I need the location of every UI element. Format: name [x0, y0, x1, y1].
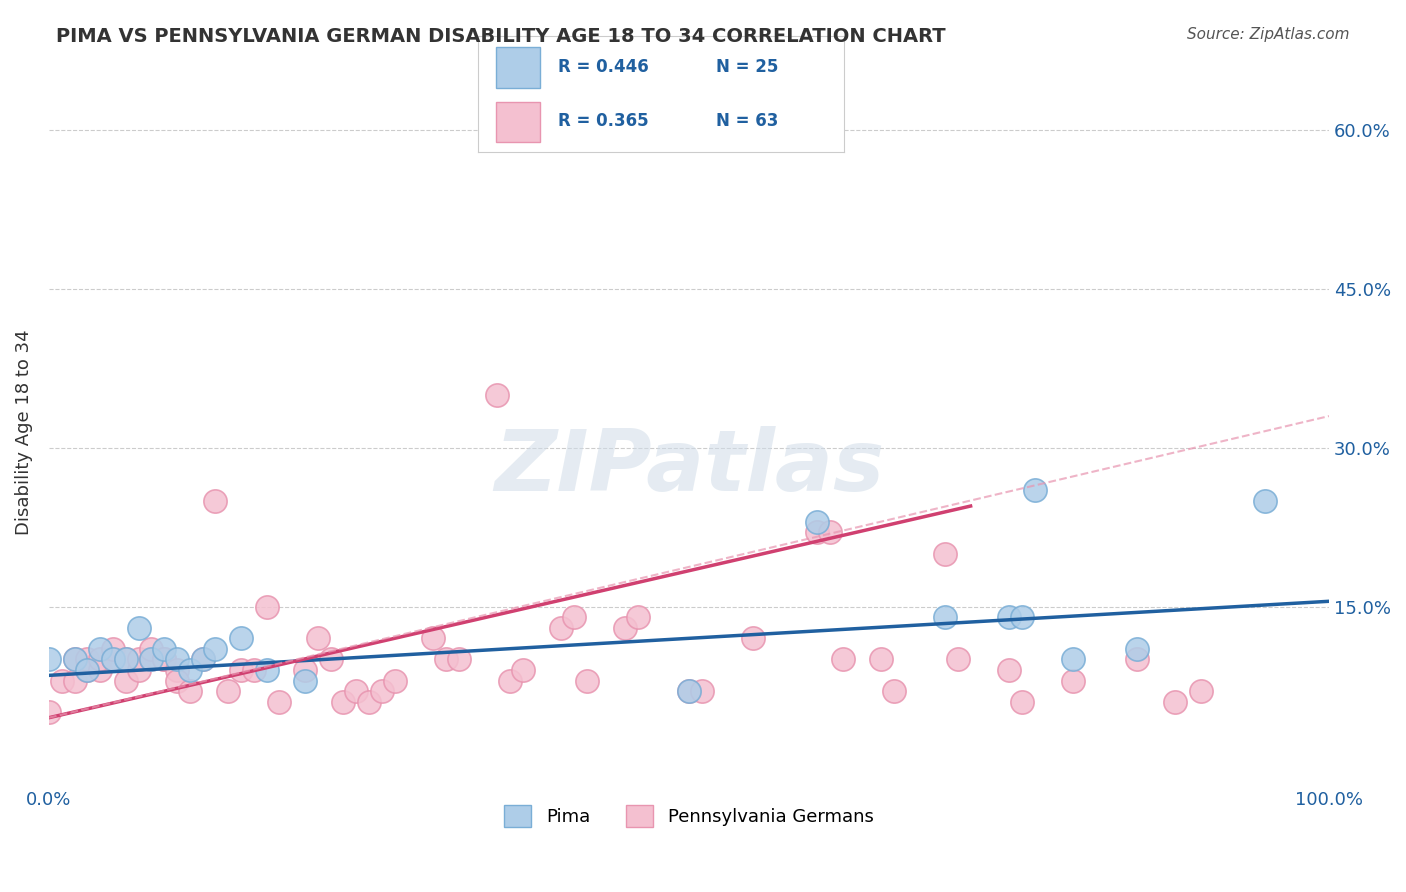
Point: [128, 621, 150, 635]
Point: [179, 663, 201, 677]
Point: [294, 663, 316, 677]
Point: [883, 684, 905, 698]
Point: [307, 632, 329, 646]
Point: [550, 621, 572, 635]
Point: [63, 673, 86, 688]
Point: [166, 663, 188, 677]
Point: [38, 652, 60, 666]
Point: [1011, 695, 1033, 709]
Point: [384, 673, 406, 688]
Point: [256, 663, 278, 677]
Point: [114, 673, 136, 688]
Point: [166, 673, 188, 688]
Point: [678, 684, 700, 698]
Point: [217, 684, 239, 698]
Point: [512, 663, 534, 677]
Point: [76, 663, 98, 677]
Point: [562, 610, 585, 624]
Text: PIMA VS PENNSYLVANIA GERMAN DISABILITY AGE 18 TO 34 CORRELATION CHART: PIMA VS PENNSYLVANIA GERMAN DISABILITY A…: [56, 27, 946, 45]
Point: [128, 652, 150, 666]
Point: [294, 673, 316, 688]
Point: [153, 641, 176, 656]
Point: [357, 695, 380, 709]
Point: [204, 641, 226, 656]
Point: [51, 673, 73, 688]
Point: [1011, 610, 1033, 624]
Point: [76, 652, 98, 666]
Text: R = 0.365: R = 0.365: [558, 112, 650, 130]
Point: [141, 652, 163, 666]
Point: [870, 652, 893, 666]
Point: [1024, 483, 1046, 498]
Point: [179, 684, 201, 698]
Point: [614, 621, 637, 635]
Point: [934, 610, 956, 624]
Bar: [496, 47, 540, 88]
Point: [153, 652, 176, 666]
Point: [1062, 673, 1084, 688]
Text: N = 25: N = 25: [716, 58, 778, 76]
Point: [101, 652, 124, 666]
Point: [153, 652, 176, 666]
Point: [946, 652, 969, 666]
Text: N = 63: N = 63: [716, 112, 778, 130]
Point: [114, 652, 136, 666]
Point: [1189, 684, 1212, 698]
Point: [1164, 695, 1187, 709]
Point: [344, 684, 367, 698]
Point: [998, 663, 1021, 677]
Point: [38, 706, 60, 720]
Point: [256, 599, 278, 614]
Point: [191, 652, 214, 666]
Point: [89, 641, 111, 656]
Point: [499, 673, 522, 688]
Point: [101, 652, 124, 666]
Point: [1254, 493, 1277, 508]
Point: [76, 663, 98, 677]
Point: [332, 695, 354, 709]
Point: [678, 684, 700, 698]
Point: [575, 673, 598, 688]
Point: [269, 695, 291, 709]
Point: [371, 684, 394, 698]
Point: [742, 632, 765, 646]
Point: [422, 632, 444, 646]
Point: [806, 515, 828, 529]
Point: [1126, 641, 1149, 656]
Point: [627, 610, 650, 624]
Point: [63, 652, 86, 666]
Point: [319, 652, 342, 666]
Point: [89, 652, 111, 666]
Point: [690, 684, 713, 698]
Point: [485, 388, 508, 402]
Text: ZIPatlas: ZIPatlas: [494, 425, 884, 509]
Point: [242, 663, 264, 677]
Point: [166, 652, 188, 666]
Text: R = 0.446: R = 0.446: [558, 58, 650, 76]
Point: [89, 663, 111, 677]
Point: [806, 525, 828, 540]
Point: [447, 652, 470, 666]
Point: [114, 652, 136, 666]
Point: [141, 652, 163, 666]
Point: [831, 652, 853, 666]
Point: [434, 652, 457, 666]
Point: [818, 525, 841, 540]
Bar: [496, 102, 540, 143]
Point: [1126, 652, 1149, 666]
Point: [1062, 652, 1084, 666]
Y-axis label: Disability Age 18 to 34: Disability Age 18 to 34: [15, 329, 32, 535]
Point: [229, 663, 252, 677]
Point: [101, 641, 124, 656]
Point: [191, 652, 214, 666]
Point: [998, 610, 1021, 624]
Point: [229, 632, 252, 646]
Point: [934, 547, 956, 561]
Point: [141, 641, 163, 656]
Legend: Pima, Pennsylvania Germans: Pima, Pennsylvania Germans: [498, 797, 882, 834]
Point: [128, 663, 150, 677]
Point: [204, 493, 226, 508]
Text: Source: ZipAtlas.com: Source: ZipAtlas.com: [1187, 27, 1350, 42]
Point: [63, 652, 86, 666]
